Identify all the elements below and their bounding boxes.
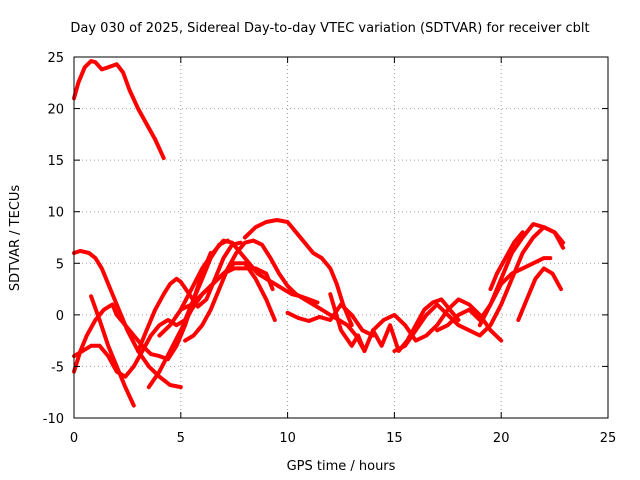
x-axis-label: GPS time / hours [287, 459, 396, 474]
y-tick-label: 15 [47, 154, 64, 169]
x-tick-label: 25 [600, 431, 617, 446]
x-tick-label: 15 [386, 431, 403, 446]
series-line-sat-p [435, 222, 566, 333]
series-line-sat-i [183, 238, 367, 353]
axis-ticks: 0 5 10 15 20 25 -10 -5 0 5 10 15 20 25 [43, 51, 617, 446]
y-tick-label: 5 [56, 257, 64, 272]
series-line-sat-l [285, 302, 375, 338]
series-line-sat-e [72, 238, 230, 379]
series-group [72, 59, 566, 408]
x-tick-label: 20 [493, 431, 510, 446]
series-line-sat-n [371, 297, 504, 343]
x-tick-label: 0 [70, 431, 78, 446]
y-axis-label: SDTVAR / TECUs [8, 185, 23, 292]
y-tick-label: -5 [51, 360, 64, 375]
series-line-sat-m [328, 292, 461, 353]
x-tick-label: 5 [177, 431, 185, 446]
y-tick-label: 20 [47, 103, 64, 118]
series-line-sat-a [72, 59, 166, 161]
plot-frame [73, 56, 609, 419]
series-line-sat-s [516, 266, 563, 322]
series-line-sat-f [136, 240, 243, 353]
y-tick-label: 25 [47, 51, 64, 66]
series-line-sat-q [477, 256, 553, 328]
series-line-sat-o [392, 225, 566, 353]
y-tick-label: 0 [56, 309, 64, 324]
y-tick-label: -10 [43, 412, 64, 427]
series-line-sat-h [157, 238, 320, 338]
series-line-sat-b [72, 248, 183, 390]
x-tick-label: 10 [279, 431, 296, 446]
series-line-sat-d [89, 294, 136, 408]
series-line-sat-j [178, 261, 277, 322]
chart-title: Day 030 of 2025, Sidereal Day-to-day VTE… [70, 21, 589, 36]
y-tick-label: 10 [47, 206, 64, 221]
series-line-sat-k [242, 218, 354, 328]
series-line-sat-r [488, 230, 525, 292]
